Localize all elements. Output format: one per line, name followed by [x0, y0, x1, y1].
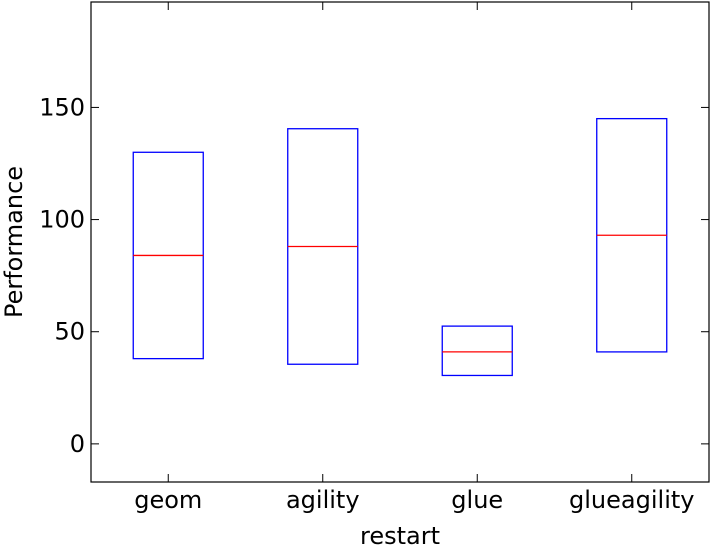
x-axis-label: restart	[360, 522, 440, 550]
box-glue	[441, 325, 513, 377]
ticks-layer: 0 50 100 150 geom agility glue glueagility	[39, 2, 709, 514]
x-tick-label-glueagility: glueagility	[569, 486, 694, 514]
x-tick-label-glue: glue	[451, 486, 503, 514]
boxes-layer	[132, 117, 668, 377]
y-tick-label-100: 100	[39, 206, 85, 234]
y-tick-label-150: 150	[39, 93, 85, 121]
y-tick-label-0: 0	[70, 430, 85, 458]
plot-area	[90, 1, 710, 483]
x-tick-label-geom: geom	[134, 486, 202, 514]
y-axis-label: Performance	[0, 166, 28, 318]
y-tick-label-50: 50	[54, 318, 85, 346]
x-tick-label-agility: agility	[286, 486, 360, 514]
